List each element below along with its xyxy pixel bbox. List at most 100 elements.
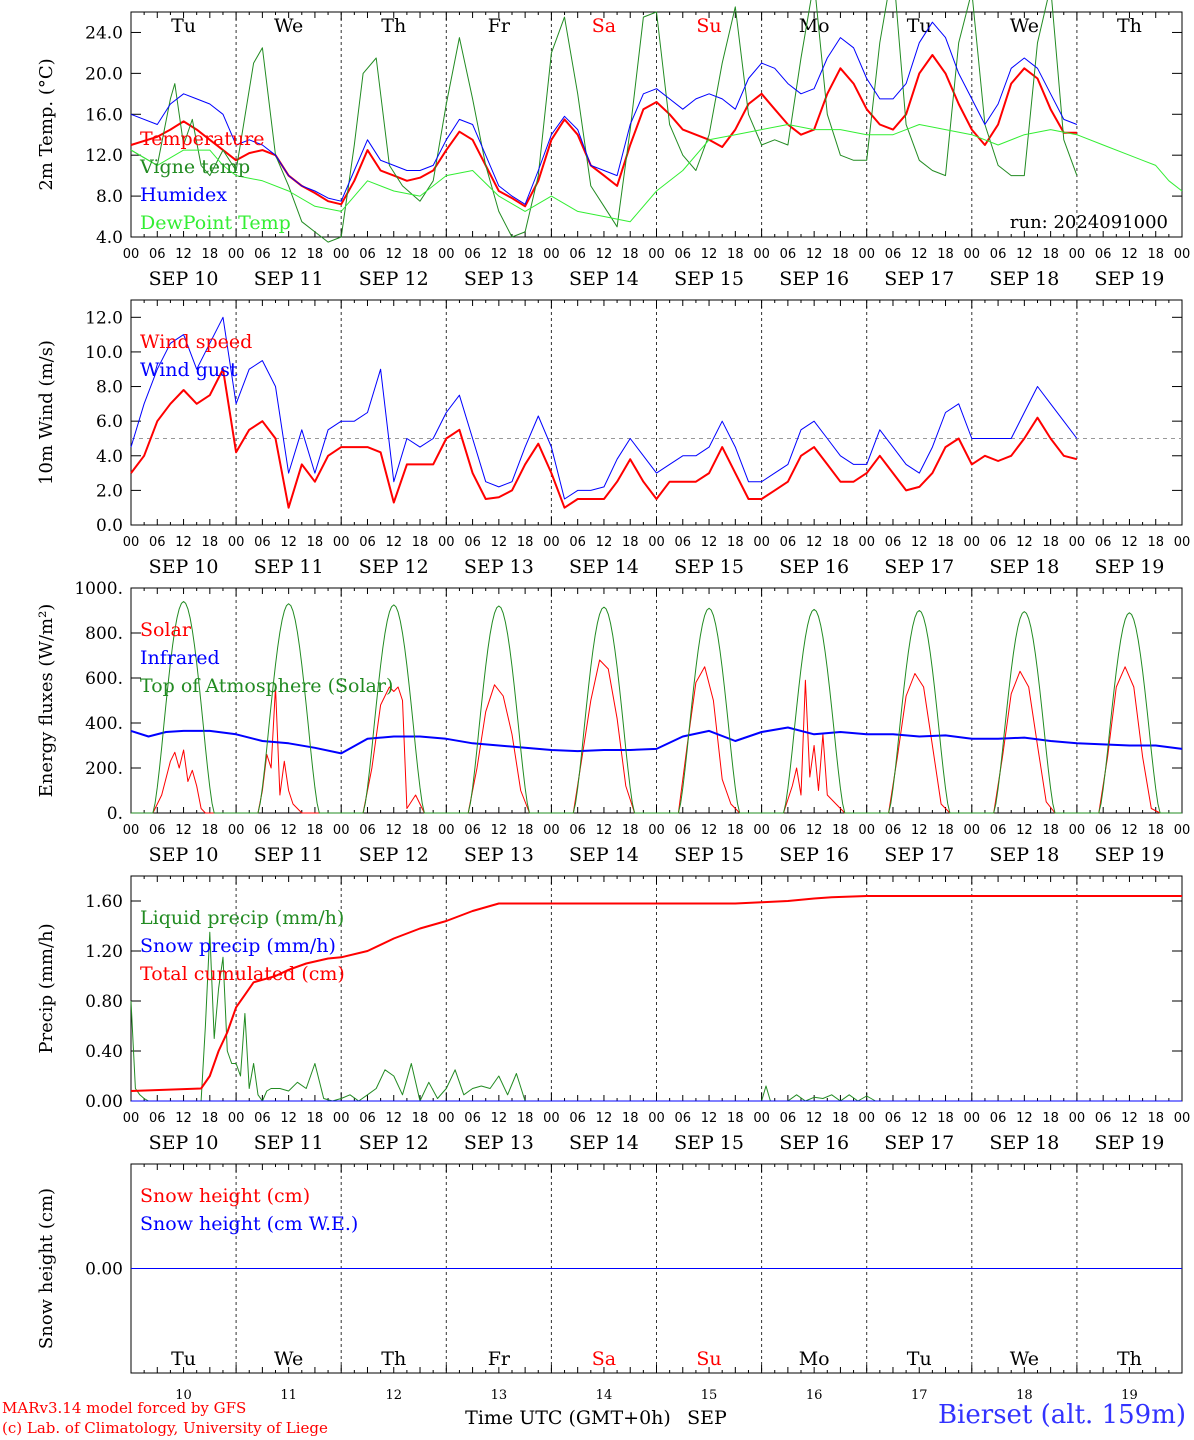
- date-label: SEP 13: [464, 1132, 534, 1154]
- x-axis-label: Time UTC (GMT+0h): [465, 1407, 671, 1429]
- date-label: SEP 16: [779, 844, 849, 866]
- y-tick-label: 0.00: [85, 1092, 123, 1112]
- hour-label: 00: [438, 247, 455, 262]
- date-label: SEP 15: [674, 1132, 744, 1154]
- hour-label: 06: [149, 535, 166, 550]
- hour-label: 06: [675, 1111, 692, 1126]
- hour-label: 18: [517, 247, 534, 262]
- date-label: SEP 15: [674, 268, 744, 290]
- hour-label: 00: [333, 823, 350, 838]
- hour-label: 00: [543, 1111, 560, 1126]
- hour-label: 12: [491, 247, 508, 262]
- series-line: [130, 0, 1078, 243]
- date-label: SEP 18: [989, 268, 1059, 290]
- legend-entry: Solar: [140, 619, 192, 641]
- day-label: We: [1010, 1348, 1039, 1370]
- date-label: SEP 16: [779, 1132, 849, 1154]
- hour-label: 18: [517, 535, 534, 550]
- series-line: [130, 124, 1183, 223]
- hour-label: 00: [543, 535, 560, 550]
- hour-label: 12: [911, 1111, 928, 1126]
- hour-label: 18: [727, 535, 744, 550]
- hour-label: 06: [254, 1111, 271, 1126]
- hour-label: 00: [333, 1111, 350, 1126]
- date-label: SEP 11: [254, 268, 324, 290]
- hour-label: 00: [858, 823, 875, 838]
- date-label: SEP 11: [254, 1132, 324, 1154]
- legend-entry: Snow precip (mm/h): [140, 935, 336, 957]
- hour-label: 00: [964, 823, 981, 838]
- hour-label: 00: [543, 823, 560, 838]
- hour-label: 12: [1016, 1111, 1033, 1126]
- hour-label: 12: [280, 247, 297, 262]
- hour-label: 06: [359, 1111, 376, 1126]
- date-label: SEP 18: [989, 556, 1059, 578]
- hour-label: 00: [964, 247, 981, 262]
- hour-label: 00: [228, 535, 245, 550]
- hour-label: 12: [491, 823, 508, 838]
- y-axis-label: 2m Temp. (°C): [36, 58, 57, 190]
- day-number: 13: [491, 1388, 508, 1403]
- hour-label: 18: [517, 823, 534, 838]
- hour-label: 12: [701, 1111, 718, 1126]
- y-tick-label: 8.0: [96, 378, 123, 398]
- y-tick-label: 1.20: [85, 942, 123, 962]
- y-tick-label: 1.60: [85, 892, 123, 912]
- hour-label: 18: [937, 247, 954, 262]
- date-label: SEP 18: [989, 844, 1059, 866]
- hour-label: 12: [1121, 535, 1138, 550]
- hour-label: 00: [964, 1111, 981, 1126]
- day-number: 16: [806, 1388, 823, 1403]
- hour-label: 12: [175, 247, 192, 262]
- date-label: SEP 16: [779, 268, 849, 290]
- y-tick-label: 600.: [85, 669, 123, 689]
- hour-label: 18: [1042, 1111, 1059, 1126]
- hour-label: 00: [1174, 823, 1191, 838]
- day-number: 11: [280, 1388, 297, 1403]
- series-line: [130, 316, 1078, 500]
- hour-label: 18: [622, 535, 639, 550]
- hour-label: 18: [202, 247, 219, 262]
- hour-label: 18: [1147, 247, 1164, 262]
- y-tick-label: 400.: [85, 714, 123, 734]
- day-label: Sa: [592, 15, 616, 37]
- hour-label: 12: [385, 823, 402, 838]
- hour-label: 12: [1121, 823, 1138, 838]
- y-tick-label: 4.0: [96, 228, 123, 248]
- day-number: 18: [1016, 1388, 1033, 1403]
- hour-label: 06: [464, 535, 481, 550]
- hour-label: 00: [333, 247, 350, 262]
- y-tick-label: 1000.: [74, 579, 123, 599]
- day-number: 14: [596, 1388, 613, 1403]
- y-tick-label: 12.0: [85, 146, 123, 166]
- hour-label: 12: [596, 823, 613, 838]
- y-tick-label: 2.0: [96, 481, 123, 501]
- hour-label: 18: [307, 1111, 324, 1126]
- hour-label: 00: [1174, 1111, 1191, 1126]
- hour-label: 06: [1095, 247, 1112, 262]
- hour-label: 00: [438, 823, 455, 838]
- hour-label: 00: [1069, 247, 1086, 262]
- date-label: SEP 10: [149, 556, 219, 578]
- hour-label: 12: [911, 823, 928, 838]
- hour-label: 12: [806, 535, 823, 550]
- legend-entry: Temperature: [140, 128, 264, 150]
- date-label: SEP 15: [674, 556, 744, 578]
- hour-label: 00: [858, 247, 875, 262]
- day-number: 15: [701, 1388, 718, 1403]
- hour-label: 12: [806, 247, 823, 262]
- run-label: run: 2024091000: [1010, 212, 1168, 233]
- hour-label: 12: [911, 535, 928, 550]
- y-tick-label: 20.0: [85, 64, 123, 84]
- hour-label: 18: [202, 535, 219, 550]
- hour-label: 12: [1121, 247, 1138, 262]
- hour-label: 12: [175, 535, 192, 550]
- legend-entry: Wind gust: [140, 359, 238, 381]
- hour-label: 06: [149, 247, 166, 262]
- day-number: 12: [385, 1388, 402, 1403]
- day-label: Tu: [907, 15, 932, 37]
- hour-label: 06: [254, 823, 271, 838]
- date-label: SEP 12: [359, 268, 429, 290]
- hour-label: 18: [202, 823, 219, 838]
- hour-label: 00: [228, 1111, 245, 1126]
